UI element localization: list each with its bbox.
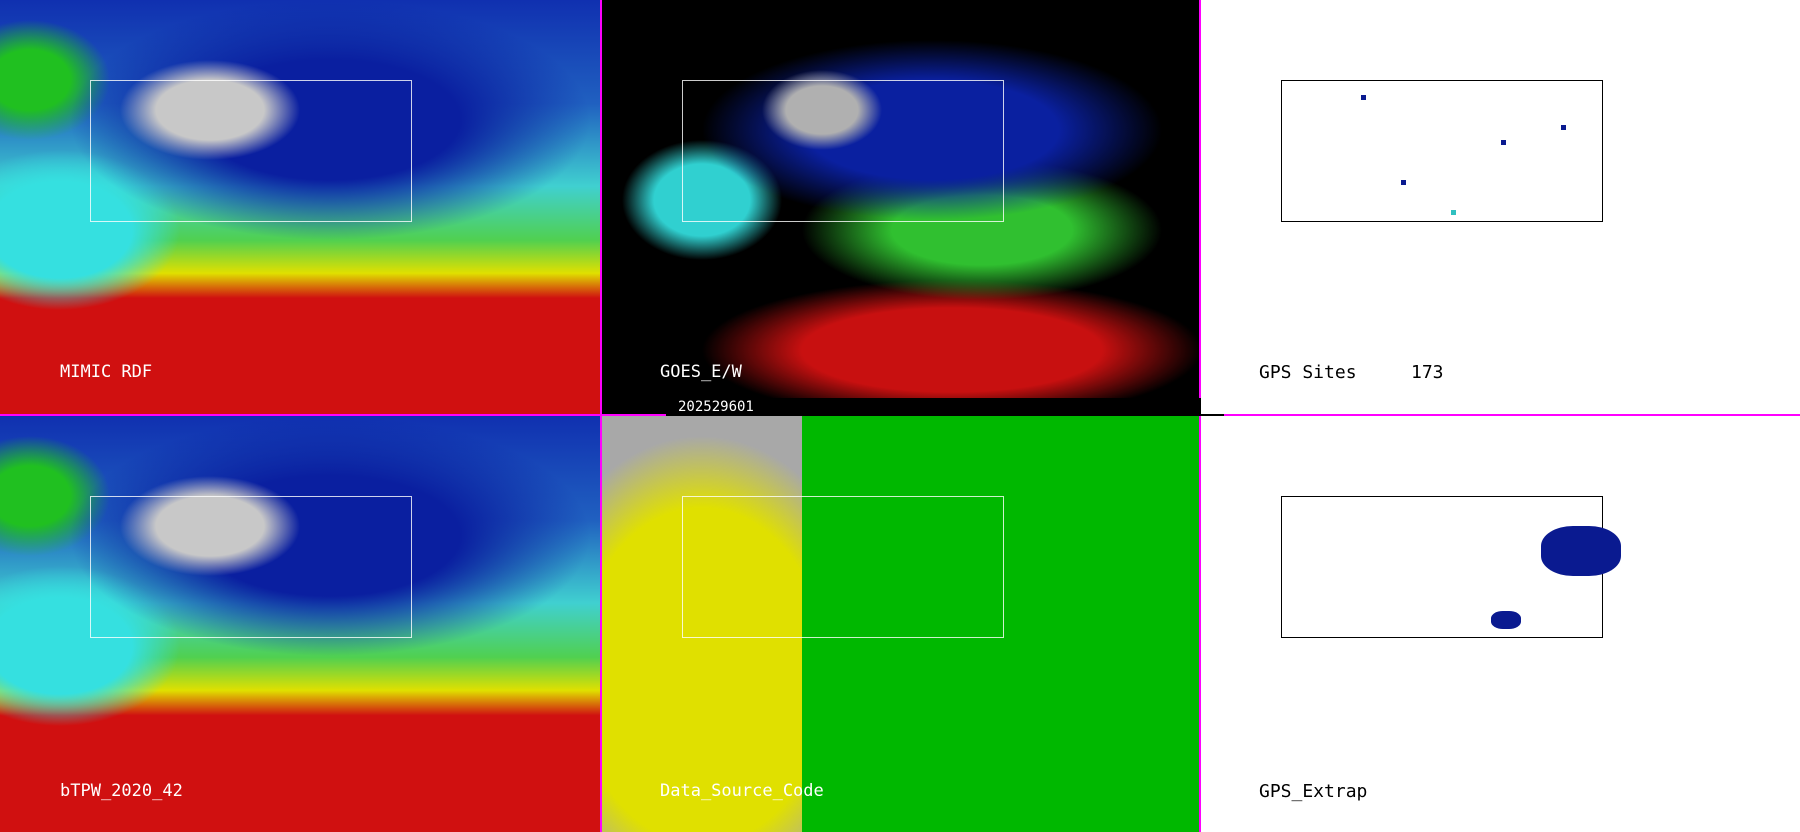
us-state-boundaries <box>90 80 412 222</box>
panel-label: bTPW_2020_42 <box>60 781 183 801</box>
gps-site-marker <box>1451 210 1456 215</box>
gps-site-marker <box>1561 125 1566 130</box>
panel-label: GOES_E/W <box>660 362 742 382</box>
panel-goes: GOES_E/W <box>602 0 1199 414</box>
panel-label: GPS Sites <box>1259 362 1357 383</box>
gps-site-marker <box>1361 95 1366 100</box>
panel-label: MIMIC RDF <box>60 362 153 382</box>
extrap-region <box>1541 526 1621 576</box>
us-state-boundaries <box>90 496 412 638</box>
us-state-boundaries <box>682 80 1004 222</box>
gps-site-count: 173 <box>1411 362 1444 383</box>
panel-btpw: bTPW_2020_42 <box>0 416 600 832</box>
gps-site-marker <box>1401 180 1406 185</box>
panel-label: GPS_Extrap <box>1259 781 1368 802</box>
gps-site-marker <box>1501 140 1506 145</box>
panel-mimic-rdf: MIMIC RDF <box>0 0 600 414</box>
timestamp-bar: 202529601 <box>666 398 1224 416</box>
panel-gps-extrap: GPS_Extrap <box>1201 416 1800 832</box>
panel-data-source-code: Data_Source_Code <box>602 416 1199 832</box>
panel-gps-sites: GPS Sites 173 <box>1201 0 1800 414</box>
us-state-boundaries <box>682 496 1004 638</box>
us-state-boundaries <box>1281 80 1603 222</box>
panel-label: Data_Source_Code <box>660 781 824 801</box>
extrap-region <box>1491 611 1521 629</box>
